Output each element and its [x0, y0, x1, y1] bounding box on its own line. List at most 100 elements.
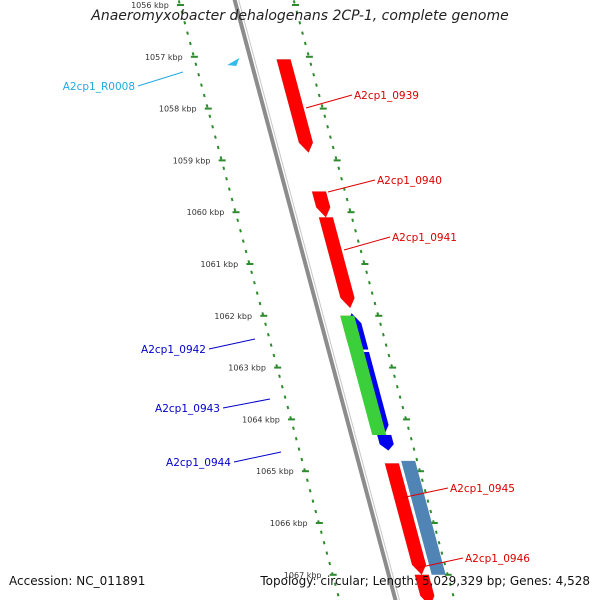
gene-arrow-a2cp1_0940: [311, 191, 331, 218]
tick1-dot: [216, 145, 220, 150]
gene-label: A2cp1_0944: [166, 457, 231, 469]
tick2-dot: [373, 301, 377, 306]
tick1-dot: [205, 104, 209, 108]
gene-label: A2cp1_R0008: [63, 81, 135, 93]
tick1-dot: [258, 301, 262, 306]
tick1-dot: [233, 208, 237, 212]
tick2-dot: [448, 582, 452, 587]
tick1-dot: [244, 249, 248, 254]
tick2-dot: [295, 10, 299, 15]
tick2-dot: [440, 551, 444, 555]
tick2-dot: [354, 228, 357, 233]
tick1-dot: [222, 166, 226, 171]
tick1-dot: [283, 395, 287, 399]
tick2-dot: [340, 176, 343, 181]
tick1-dot: [180, 10, 184, 15]
tick1-dot: [188, 41, 192, 46]
tick1-dot: [255, 291, 259, 295]
rna-arrow-a2cp1_r0008: [227, 57, 240, 66]
tick1-dot: [311, 499, 315, 503]
tick1-dot: [211, 124, 214, 129]
leader-line: [416, 557, 464, 569]
tick1-dot: [328, 561, 332, 566]
tick2-dot: [356, 239, 360, 243]
tick2-dot: [379, 322, 382, 327]
tick1-dot: [297, 447, 301, 451]
tick1-dot: [306, 478, 309, 483]
kbp-label: 1060 kbp: [187, 208, 225, 217]
tick2-dot: [393, 374, 396, 379]
tick2-dot: [320, 104, 324, 108]
feature-green: [340, 315, 387, 435]
tick1-dot: [241, 239, 245, 243]
tick2-dot: [301, 31, 304, 35]
tick1-dot: [225, 176, 228, 181]
tick1-dot: [314, 509, 318, 514]
tick2-dot: [437, 540, 441, 545]
tick1-dot: [200, 83, 203, 87]
tick2-dot: [351, 218, 355, 223]
tick2-dot: [368, 280, 371, 285]
tick2-dot: [348, 208, 352, 212]
tick2-dot: [292, 0, 296, 4]
leader-line: [343, 236, 391, 251]
tick1-dot: [250, 270, 254, 275]
tick2-dot: [434, 530, 438, 535]
tick1-dot: [319, 530, 323, 535]
kbp-label: 1056 kbp: [131, 1, 169, 10]
tick1-dot: [272, 353, 276, 358]
tick2-dot: [298, 20, 302, 25]
kbp-label: 1061 kbp: [201, 260, 239, 269]
accession-text: Accession: NC_011891: [9, 574, 146, 588]
tick2-dot: [409, 436, 413, 441]
tick2-dot: [312, 72, 316, 77]
tick2-dot: [359, 249, 363, 254]
tick1-dot: [197, 72, 201, 77]
tick1-dot: [294, 436, 298, 441]
tick2-dot: [329, 135, 332, 139]
tick1-dot: [292, 426, 295, 431]
tick2-dot: [309, 62, 313, 67]
tick1-dot: [191, 52, 195, 56]
kbp-label: 1057 kbp: [145, 53, 183, 62]
tick1-dot: [239, 228, 242, 233]
gene-label: A2cp1_0941: [392, 232, 457, 244]
tick2-dot: [426, 499, 430, 503]
tick2-dot: [384, 343, 388, 347]
backbone-line: [232, 0, 398, 600]
feature-steel: [401, 460, 446, 575]
tick2-dot: [345, 197, 349, 202]
kbp-label: 1066 kbp: [270, 519, 308, 528]
tick1-dot: [322, 540, 326, 545]
kbp-label: 1064 kbp: [242, 415, 280, 424]
kbp-label: 1065 kbp: [256, 467, 294, 476]
leader-line: [222, 398, 271, 409]
tick2-dot: [421, 478, 424, 483]
tick1-dot: [208, 114, 212, 119]
kbp-label: 1063 kbp: [228, 364, 266, 373]
gene-arrow-a2cp1_0939: [276, 59, 314, 154]
leader-line: [233, 451, 282, 463]
tick1-dot: [177, 0, 181, 4]
gene-arrow-a2cp1_0946: [414, 574, 435, 600]
tick2-dot: [451, 592, 455, 597]
leader-line: [400, 487, 449, 499]
tick2-dot: [415, 457, 419, 462]
gene-label: A2cp1_0943: [155, 403, 220, 415]
tick2-dot: [315, 83, 318, 87]
tick2-dot: [337, 166, 341, 171]
tick1-dot: [278, 374, 281, 379]
tick1-dot: [280, 384, 284, 389]
tick1-dot: [325, 551, 329, 555]
tick2-dot: [395, 384, 399, 389]
tick1-dot: [286, 405, 290, 410]
gene-label: A2cp1_0945: [450, 483, 515, 495]
gene-arrow-a2cp1_0941: [318, 217, 355, 309]
tick2-dot: [362, 260, 366, 264]
tick1-dot: [300, 457, 304, 462]
tick1-dot: [219, 156, 223, 160]
map-title: Anaeromyxobacter dehalogenans 2CP-1, com…: [91, 8, 509, 24]
tick1-dot: [266, 332, 270, 337]
tick2-dot: [306, 52, 310, 56]
